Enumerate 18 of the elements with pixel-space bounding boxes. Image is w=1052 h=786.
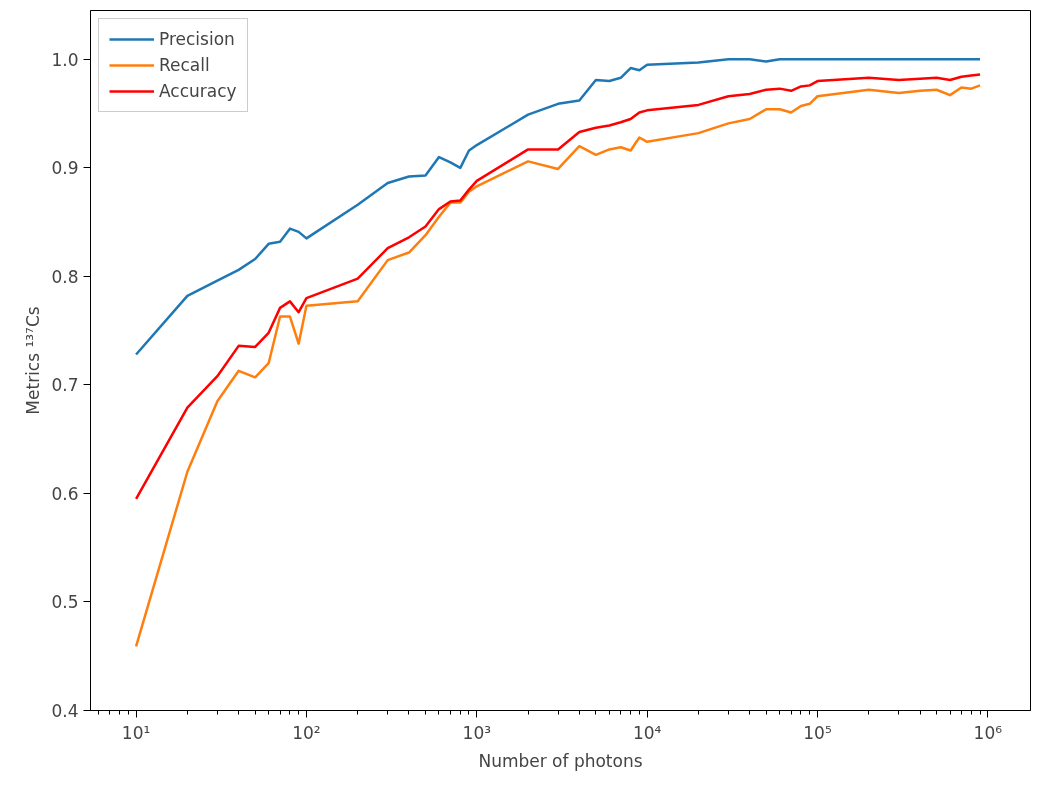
x-tick-label: 10³ <box>462 722 492 743</box>
y-tick-label: 1.0 <box>51 49 79 70</box>
y-tick-label: 0.4 <box>51 701 79 721</box>
y-tick-label: 0.9 <box>51 158 79 179</box>
y-tick-label: 0.8 <box>51 266 79 287</box>
legend-label: Recall <box>159 55 210 75</box>
legend-label: Accuracy <box>159 81 237 101</box>
legend-label: Precision <box>159 29 235 49</box>
x-axis-title: Number of photons <box>478 750 643 771</box>
y-tick-label: 0.6 <box>51 483 79 504</box>
x-tick-label: 10⁴ <box>632 722 662 743</box>
x-tick-label: 10² <box>292 722 321 743</box>
y-axis-title: Metrics ¹³⁷Cs <box>23 306 44 415</box>
x-tick-label: 10⁵ <box>803 722 832 743</box>
y-tick-label: 0.5 <box>51 592 79 613</box>
x-tick-label: 10¹ <box>121 722 151 743</box>
y-tick-label: 0.7 <box>51 375 79 396</box>
x-tick-label: 10⁶ <box>973 722 1003 743</box>
